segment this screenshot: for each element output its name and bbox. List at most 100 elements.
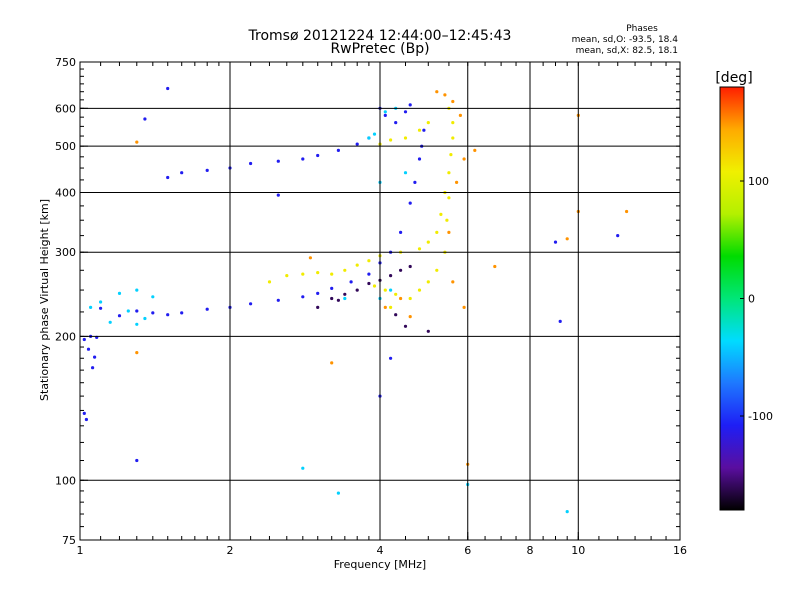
x-tick-label: 8 bbox=[527, 544, 534, 557]
data-point bbox=[180, 311, 184, 315]
data-point bbox=[143, 316, 147, 321]
x-axis-label: Frequency [MHz] bbox=[334, 558, 426, 571]
data-point bbox=[449, 153, 453, 157]
x-tick-label: 1 bbox=[77, 544, 84, 557]
data-point bbox=[285, 274, 289, 278]
colorbar-tick-label: -100 bbox=[748, 410, 773, 423]
data-point bbox=[336, 148, 340, 152]
data-point bbox=[301, 295, 305, 299]
data-point bbox=[91, 366, 95, 370]
data-point bbox=[451, 136, 455, 140]
legend-line-x: mean, sd,X: 82.5, 18.1 bbox=[576, 46, 678, 56]
data-point bbox=[316, 305, 320, 309]
data-point bbox=[316, 153, 320, 158]
x-tick-label: 6 bbox=[464, 544, 471, 557]
y-tick-label: 300 bbox=[55, 246, 76, 259]
data-point bbox=[403, 171, 408, 175]
data-point bbox=[408, 103, 412, 107]
data-point bbox=[93, 355, 97, 359]
data-point bbox=[330, 286, 334, 290]
data-point bbox=[301, 157, 305, 161]
data-point bbox=[135, 288, 139, 292]
data-point bbox=[108, 320, 112, 324]
data-point bbox=[426, 240, 430, 244]
data-point bbox=[367, 281, 371, 286]
data-point bbox=[249, 302, 253, 306]
data-point bbox=[383, 305, 387, 309]
data-point bbox=[86, 347, 91, 351]
data-point bbox=[89, 305, 93, 309]
data-point bbox=[117, 314, 122, 318]
data-point bbox=[389, 288, 393, 292]
y-axis-label: Stationary phase Virtual Height [km] bbox=[38, 199, 51, 401]
x-tick-label: 2 bbox=[227, 544, 234, 557]
data-point bbox=[166, 86, 170, 91]
data-point bbox=[355, 263, 359, 267]
x-tick-label: 16 bbox=[673, 544, 687, 557]
data-point bbox=[417, 247, 422, 251]
data-point bbox=[349, 280, 353, 284]
data-point bbox=[417, 288, 422, 292]
data-point bbox=[439, 212, 443, 216]
data-point bbox=[451, 280, 455, 284]
data-point bbox=[455, 180, 459, 184]
data-point bbox=[493, 264, 497, 269]
data-point bbox=[399, 230, 403, 234]
data-point bbox=[403, 110, 408, 114]
data-point bbox=[205, 307, 209, 311]
data-point bbox=[99, 306, 103, 310]
data-point bbox=[408, 264, 412, 269]
data-point bbox=[426, 121, 430, 125]
data-point bbox=[447, 230, 451, 234]
data-point bbox=[316, 271, 320, 275]
data-point bbox=[403, 324, 408, 328]
data-point bbox=[308, 256, 312, 260]
data-point bbox=[447, 196, 451, 200]
data-point bbox=[82, 337, 86, 342]
data-point bbox=[458, 113, 462, 117]
y-tick-label: 200 bbox=[55, 330, 76, 343]
data-point bbox=[135, 351, 139, 355]
data-point bbox=[166, 313, 170, 317]
data-point bbox=[355, 288, 359, 292]
data-point bbox=[451, 121, 455, 125]
data-point bbox=[126, 309, 130, 313]
colorbar-tick-label: 100 bbox=[748, 175, 769, 188]
data-point bbox=[330, 296, 334, 301]
data-point bbox=[336, 298, 340, 302]
data-point bbox=[367, 136, 371, 140]
data-point bbox=[367, 272, 371, 276]
data-point bbox=[336, 491, 340, 495]
data-point bbox=[462, 157, 466, 161]
data-point bbox=[443, 93, 447, 97]
data-point bbox=[445, 218, 449, 222]
data-point bbox=[408, 201, 412, 205]
data-point bbox=[435, 230, 439, 234]
data-point bbox=[135, 458, 139, 463]
data-point bbox=[151, 295, 155, 299]
data-point bbox=[394, 292, 398, 296]
data-point bbox=[394, 121, 398, 125]
data-point bbox=[616, 234, 620, 238]
data-point bbox=[473, 148, 477, 152]
data-point bbox=[343, 292, 347, 296]
data-point bbox=[417, 157, 422, 161]
data-point bbox=[389, 305, 393, 309]
data-point bbox=[408, 315, 412, 319]
data-point bbox=[389, 138, 393, 142]
legend-title: Phases bbox=[626, 24, 658, 34]
data-point bbox=[99, 300, 103, 304]
data-point bbox=[435, 268, 439, 272]
data-point bbox=[553, 240, 558, 244]
data-point bbox=[399, 268, 403, 272]
data-point bbox=[330, 272, 334, 276]
chart-subtitle: RwPretec (Bp) bbox=[330, 41, 429, 57]
data-point bbox=[205, 168, 209, 172]
data-point bbox=[383, 113, 387, 117]
y-tick-label: 400 bbox=[55, 186, 76, 199]
colorbar-label: [deg] bbox=[715, 70, 752, 86]
data-point bbox=[426, 329, 430, 333]
data-point bbox=[451, 99, 455, 104]
data-point bbox=[301, 272, 305, 276]
